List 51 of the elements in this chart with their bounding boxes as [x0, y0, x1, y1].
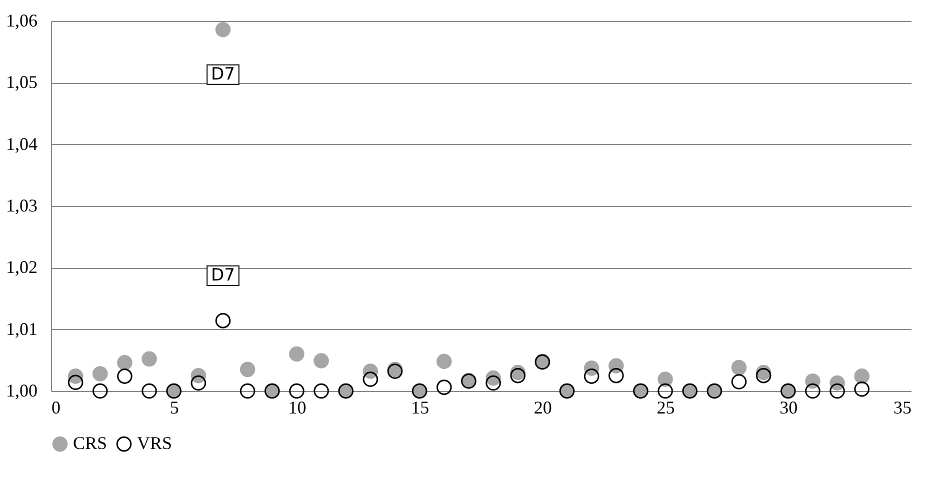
x-tick-label: 5 [170, 398, 179, 418]
point [215, 22, 231, 38]
point [142, 351, 157, 367]
legend-label: CRS [73, 433, 108, 454]
point [314, 383, 329, 399]
x-tick-label: 35 [894, 398, 912, 418]
x-tick-label: 30 [780, 398, 798, 418]
annotation: D7 [211, 266, 235, 286]
point [362, 372, 378, 387]
point [854, 382, 870, 397]
point [289, 346, 304, 362]
point [92, 366, 108, 382]
point [142, 383, 157, 399]
annotation: D7 [211, 64, 235, 85]
y-tick-label: 1,00 [6, 380, 38, 400]
legend-label: VRS [137, 433, 172, 454]
point [436, 354, 452, 370]
y-tick-label: 1,01 [6, 318, 38, 339]
point [436, 380, 452, 395]
point [608, 368, 624, 384]
point [658, 372, 673, 387]
point [117, 368, 132, 384]
point [92, 383, 108, 399]
x-tick-label: 10 [288, 398, 306, 418]
point [731, 360, 747, 376]
point [756, 368, 772, 384]
point [240, 383, 256, 399]
y-tick-label: 1,04 [6, 134, 38, 154]
point [486, 375, 501, 391]
point [215, 313, 231, 328]
point [584, 368, 600, 384]
point [117, 355, 132, 370]
x-tick-label: 0 [52, 398, 60, 418]
x-tick-label: 15 [411, 398, 430, 418]
x-tick-label: 20 [534, 398, 552, 418]
y-tick-label: 1,02 [6, 257, 38, 278]
y-tick-label: 1,06 [6, 10, 38, 30]
point [658, 383, 673, 399]
point [289, 383, 304, 399]
point [190, 375, 206, 391]
x-tick-label: 25 [656, 398, 675, 418]
point [854, 368, 870, 384]
y-tick-label: 1,03 [6, 196, 38, 216]
point [240, 362, 256, 378]
point [830, 383, 845, 399]
y-tick-label: 1,05 [6, 72, 38, 92]
point [314, 353, 329, 368]
point [805, 383, 820, 399]
point [68, 374, 84, 390]
point [731, 374, 747, 390]
point [510, 368, 526, 384]
